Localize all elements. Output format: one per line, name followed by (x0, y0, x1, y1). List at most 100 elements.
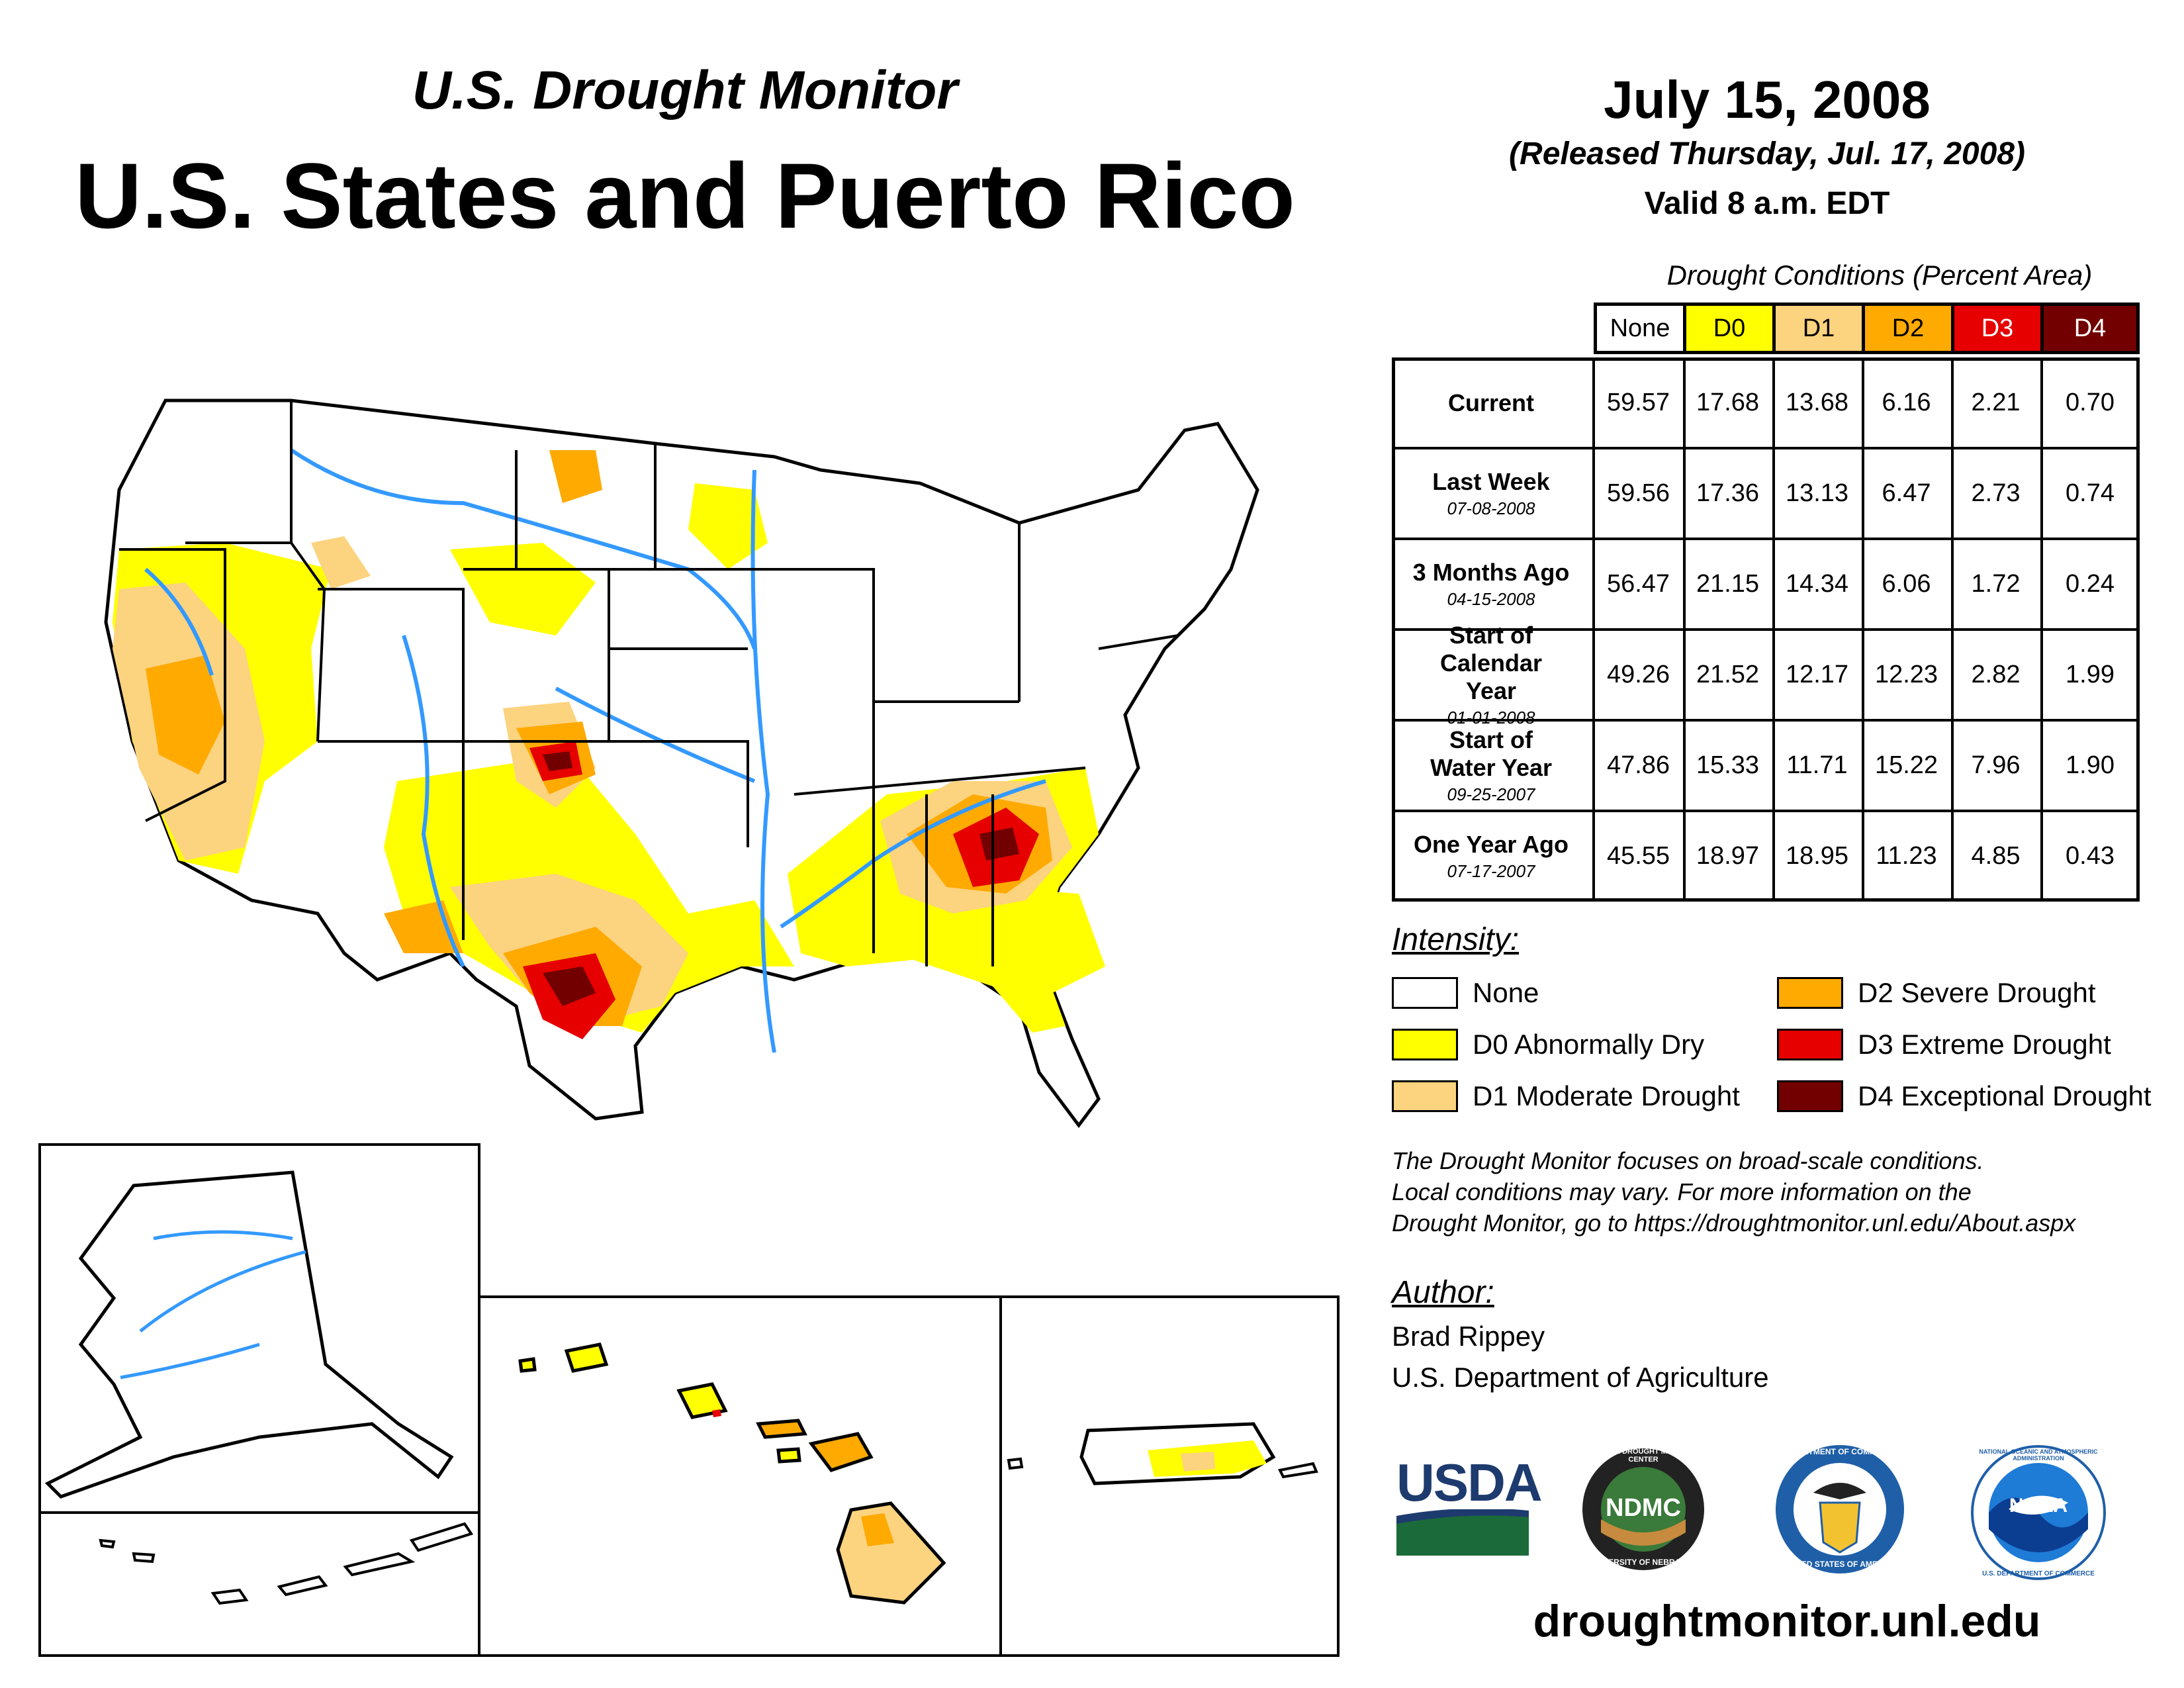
table-row-label: Current (1392, 357, 1590, 448)
ndmc-ring-text: NATIONAL DROUGHT MITIGATION CENTER (1583, 1448, 1704, 1464)
valid-time: Valid 8 a.m. EDT (1644, 186, 1890, 221)
table-cell: 17.36 (1696, 479, 1760, 507)
note-line: Drought Monitor, go to https://droughtmo… (1392, 1209, 2076, 1237)
table-cell: 15.33 (1696, 751, 1760, 779)
legend-label: D0 Abnormally Dry (1473, 1029, 1705, 1060)
table-cell: 2.21 (1971, 389, 2021, 416)
table-cell: 14.34 (1785, 570, 1849, 598)
rivers (144, 448, 1046, 1053)
author-organization: U.S. Department of Agriculture (1392, 1362, 1769, 1393)
row-date: 07-08-2008 (1447, 498, 1535, 518)
alaska-map (44, 1170, 454, 1499)
legend-swatch (1392, 977, 1458, 1009)
puerto-rico-map (1007, 1422, 1318, 1485)
table-row-divider (1392, 719, 2140, 722)
table-cell: 1.99 (2066, 661, 2115, 688)
row-date: 07-17-2007 (1447, 861, 1535, 881)
legend-label: D4 Exceptional Drought (1858, 1080, 2152, 1111)
table-cell: 2.73 (1971, 479, 2021, 507)
page-title: U.S. States and Puerto Rico (75, 144, 1295, 248)
ndmc-seal-icon (1582, 1448, 1704, 1570)
row-label-text: 3 Months Ago (1412, 559, 1570, 586)
usda-logo: USDA (1396, 1453, 1543, 1556)
table-cell: 11.23 (1876, 842, 1937, 870)
table-cell: 13.68 (1785, 389, 1849, 416)
legend-item-d1: D1 Moderate Drought (1392, 1078, 1740, 1115)
state-borders (119, 400, 1179, 966)
legend-swatch (1777, 1080, 1843, 1112)
table-row-divider (1392, 810, 2140, 812)
table-cell: 45.55 (1606, 842, 1670, 870)
row-label-text: Start of Water Year (1430, 726, 1553, 781)
noaa-ring-text: NATIONAL OCEANIC AND ATMOSPHERIC ADMINIS… (1979, 1448, 2098, 1462)
table-cell: 0.74 (2066, 479, 2115, 507)
legend-item-d3: D3 Extreme Drought (1777, 1026, 2111, 1063)
legend-swatch (1392, 1080, 1458, 1112)
legend-swatch (1777, 977, 1843, 1009)
table-cell: 1.90 (2066, 751, 2115, 779)
ndmc-wordmark: NDMC (1606, 1494, 1681, 1522)
col-header-d4: D4 (2040, 303, 2140, 354)
table-cell: 0.24 (2066, 570, 2115, 598)
legend-item-none: None (1392, 974, 1539, 1011)
noaa-seal-icon (1971, 1445, 2106, 1580)
table-cell: 21.52 (1696, 661, 1760, 688)
legend-title: Intensity: (1392, 922, 1520, 957)
table-row-divider (1392, 538, 2140, 540)
legend-label: D2 Severe Drought (1858, 977, 2096, 1008)
commerce-ring-text-bottom: UNITED STATES OF AMERICA (1782, 1560, 1897, 1569)
aleutian-inset (38, 1511, 480, 1657)
row-label-text: One Year Ago (1413, 831, 1569, 858)
table-cell: 47.86 (1606, 751, 1670, 779)
ndmc-logo: NDMC NATIONAL DROUGHT MITIGATION CENTER … (1580, 1446, 1706, 1572)
row-label-text: Last Week (1432, 468, 1550, 495)
map-subtitle: U.S. Drought Monitor (412, 60, 958, 120)
noaa-ring-text-bottom: U.S. DEPARTMENT OF COMMERCE (1982, 1570, 2095, 1577)
table-col-divider (1592, 357, 1595, 902)
aleutian-islands (99, 1522, 474, 1605)
col-header-d3: D3 (1951, 303, 2044, 354)
col-header-none: None (1594, 303, 1686, 354)
commerce-ring-text: DEPARTMENT OF COMMERCE (1781, 1447, 1899, 1456)
puerto-rico-inset (999, 1295, 1340, 1657)
table-cell: 21.15 (1696, 570, 1760, 598)
table-row-label: Last Week 07-08-2008 (1392, 448, 1590, 539)
table-row-label: Start of Calendar Year 01-01-2008 (1392, 622, 1590, 727)
col-header-d2: D2 (1862, 303, 1954, 354)
table-cell: 13.13 (1785, 479, 1849, 507)
table-cell: 4.85 (1971, 842, 2021, 870)
usda-wordmark: USDA (1396, 1453, 1543, 1512)
table-cell: 6.06 (1882, 570, 1931, 598)
table-col-divider (2040, 357, 2043, 902)
ndmc-ring-text-bottom: UNIVERSITY OF NEBRASKA (1589, 1558, 1698, 1567)
table-row-label: 3 Months Ago 04-15-2008 (1392, 539, 1590, 630)
hawaii-inset (478, 1295, 1003, 1657)
table-col-divider (1683, 357, 1686, 902)
legend-item-d2: D2 Severe Drought (1777, 974, 2096, 1011)
table-row-label: One Year Ago 07-17-2007 (1392, 811, 1590, 902)
table-cell: 17.68 (1696, 389, 1760, 416)
table-cell: 6.16 (1882, 389, 1931, 416)
hawaii-map (518, 1342, 946, 1605)
note-line: Local conditions may vary. For more info… (1392, 1178, 1972, 1205)
legend-swatch (1777, 1029, 1843, 1060)
table-cell: 6.47 (1882, 479, 1931, 507)
row-date: 09-25-2007 (1447, 784, 1535, 804)
conus-drought-map (104, 399, 1259, 1129)
usda-field-icon (1396, 1508, 1529, 1556)
row-date: 04-15-2008 (1447, 589, 1535, 609)
table-cell: 12.17 (1785, 661, 1849, 688)
table-cell: 1.72 (1971, 570, 2021, 598)
commerce-logo: DEPARTMENT OF COMMERCE UNITED STATES OF … (1774, 1443, 1906, 1575)
table-cell: 2.82 (1971, 661, 2021, 688)
legend-swatch (1392, 1029, 1458, 1060)
website-link[interactable]: droughtmonitor.unl.edu (1533, 1596, 2041, 1646)
table-cell: 18.95 (1785, 842, 1849, 870)
author-name: Brad Rippey (1392, 1321, 1545, 1352)
row-date: 01-01-2008 (1447, 708, 1535, 727)
table-col-divider (1772, 357, 1775, 902)
legend-label: D3 Extreme Drought (1858, 1029, 2111, 1060)
author-label: Author: (1392, 1275, 1494, 1310)
table-col-divider (1862, 357, 1864, 902)
table-cell: 59.56 (1606, 479, 1670, 507)
